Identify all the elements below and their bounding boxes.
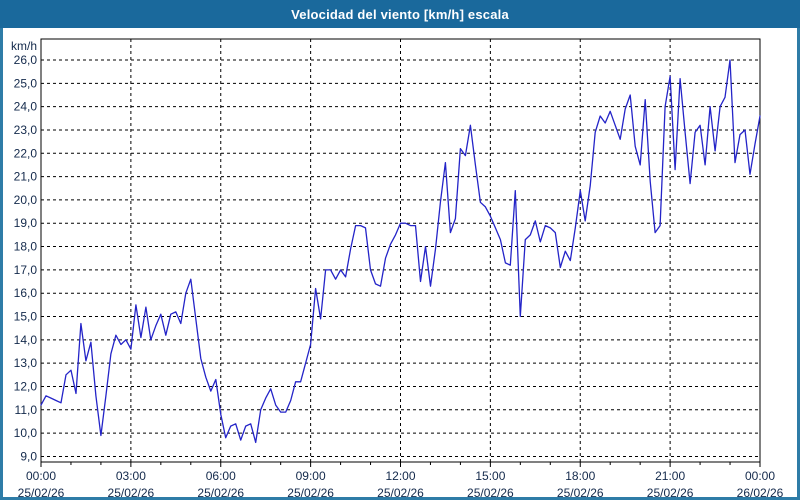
x-tick-time-label: 00:00 <box>26 469 56 483</box>
x-tick-time-label: 03:00 <box>116 469 146 483</box>
y-tick-label: 16,0 <box>14 286 38 300</box>
x-tick-date-label: 25/02/26 <box>467 486 514 500</box>
x-tick-time-label: 21:00 <box>655 469 685 483</box>
y-tick-label: 13,0 <box>14 356 38 370</box>
chart-title: Velocidad del viento [km/h] escala <box>291 6 509 22</box>
x-tick-date-label: 25/02/26 <box>557 486 604 500</box>
x-tick-time-label: 15:00 <box>475 469 505 483</box>
y-tick-label: 10,0 <box>14 426 38 440</box>
y-tick-label: 15,0 <box>14 310 38 324</box>
x-tick-date-label: 25/02/26 <box>197 486 244 500</box>
x-tick-time-label: 12:00 <box>385 469 415 483</box>
y-tick-label: 9,0 <box>20 449 37 463</box>
y-tick-label: 18,0 <box>14 240 38 254</box>
y-tick-label: 19,0 <box>14 216 38 230</box>
x-tick-date-label: 25/02/26 <box>647 486 694 500</box>
title-bar: Velocidad del viento [km/h] escala <box>0 0 800 28</box>
y-tick-label: 25,0 <box>14 76 38 90</box>
y-tick-label: 17,0 <box>14 263 38 277</box>
x-tick-date-label: 26/02/26 <box>737 486 784 500</box>
y-tick-label: 11,0 <box>15 403 38 417</box>
x-tick-time-label: 00:00 <box>745 469 775 483</box>
gridlines <box>41 39 760 462</box>
y-axis-unit-label: km/h <box>11 39 37 53</box>
axis-labels: km/h26,0 25,0 24,0 23,0 22,0 21,0 20,0 19,0 18,0… <box>11 39 784 500</box>
x-tick-time-label: 09:00 <box>296 469 326 483</box>
y-tick-label: 22,0 <box>14 146 38 160</box>
x-tick-time-label: 06:00 <box>206 469 236 483</box>
y-tick-label: 12,0 <box>14 379 38 393</box>
y-tick-label: 24,0 <box>14 100 38 114</box>
y-tick-label: 21,0 <box>14 170 38 184</box>
wind-speed-chart: km/h26,0 25,0 24,0 23,0 22,0 21,0 20,0 19,0 18,0… <box>11 38 784 500</box>
y-tick-label: 26,0 <box>14 53 38 67</box>
axes <box>40 38 761 467</box>
x-tick-time-label: 18:00 <box>565 469 595 483</box>
x-tick-date-label: 25/02/26 <box>18 486 65 500</box>
y-tick-label: 20,0 <box>14 193 38 207</box>
x-tick-date-label: 25/02/26 <box>108 486 155 500</box>
y-tick-label: 14,0 <box>14 333 38 347</box>
y-tick-label: 23,0 <box>14 123 38 137</box>
wind-speed-line <box>40 59 761 444</box>
x-tick-date-label: 25/02/26 <box>377 486 424 500</box>
x-tick-date-label: 25/02/26 <box>287 486 334 500</box>
